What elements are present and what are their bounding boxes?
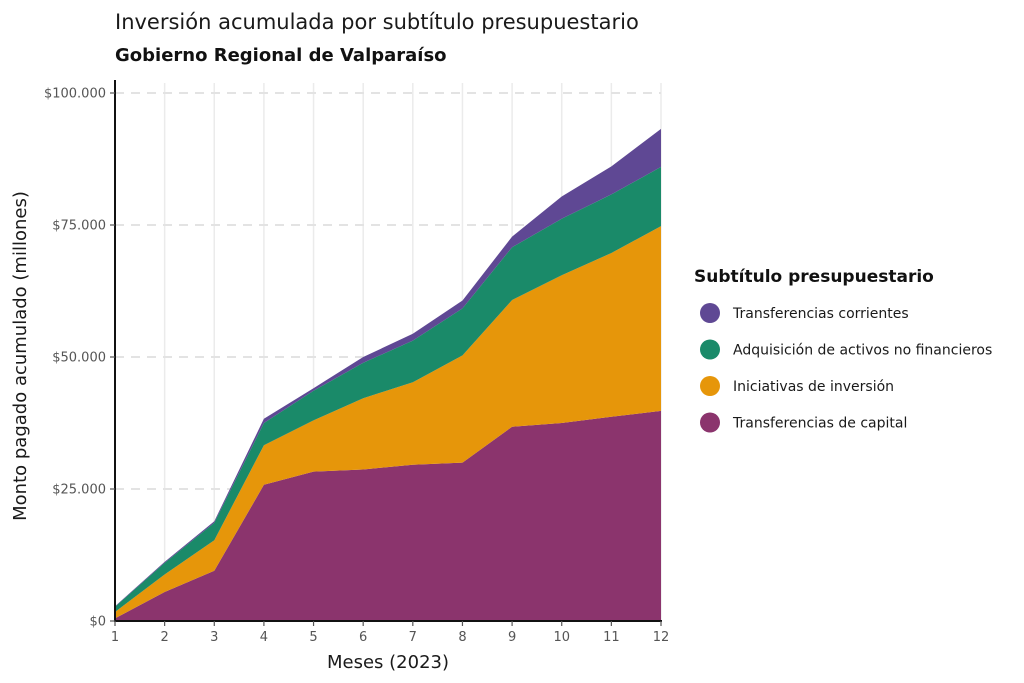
legend: Subtítulo presupuestario Transferencias … <box>694 267 992 433</box>
area-adquisicion-de-activos-no-financieros <box>115 166 661 612</box>
legend-label: Transferencias de capital <box>732 416 907 432</box>
y-axis-title: Monto pagado acumulado (millones) <box>10 191 31 521</box>
area-transferencias-corrientes <box>115 128 661 607</box>
x-tick-label: 8 <box>458 630 466 645</box>
y-tick-label: $75.000 <box>52 219 106 234</box>
y-tick-label: $0 <box>89 615 106 630</box>
x-tick-label: 5 <box>309 630 317 645</box>
x-tick-label: 3 <box>210 630 218 645</box>
x-tick-label: 7 <box>409 630 417 645</box>
legend-swatch <box>700 303 720 323</box>
legend-label: Iniciativas de inversión <box>733 379 894 395</box>
x-tick-label: 4 <box>260 630 268 645</box>
x-axis-title: Meses (2023) <box>327 652 449 673</box>
stacked-areas <box>115 128 661 621</box>
x-tick-label: 11 <box>603 630 620 645</box>
x-tick-label: 2 <box>160 630 168 645</box>
x-tick-label: 10 <box>553 630 570 645</box>
legend-swatch <box>700 376 720 396</box>
chart-title: Inversión acumulada por subtítulo presup… <box>115 10 639 34</box>
area-iniciativas-de-inversion <box>115 226 661 619</box>
legend-swatch <box>700 412 720 433</box>
x-tick-label: 9 <box>508 630 516 645</box>
legend-label: Adquisición de activos no financieros <box>733 343 992 359</box>
area-transferencias-de-capital <box>115 410 661 621</box>
legend-swatch <box>700 339 720 360</box>
chart-subtitle: Gobierno Regional de Valparaíso <box>115 45 447 66</box>
legend-label: Transferencias corrientes <box>732 306 909 322</box>
y-tick-label: $100.000 <box>44 87 106 102</box>
x-tick-label: 6 <box>359 630 367 645</box>
x-tick-label: 12 <box>653 630 670 645</box>
y-tick-label: $50.000 <box>52 351 106 366</box>
y-tick-label: $25.000 <box>52 483 106 498</box>
legend-title: Subtítulo presupuestario <box>694 267 934 287</box>
x-tick-label: 1 <box>111 630 119 645</box>
